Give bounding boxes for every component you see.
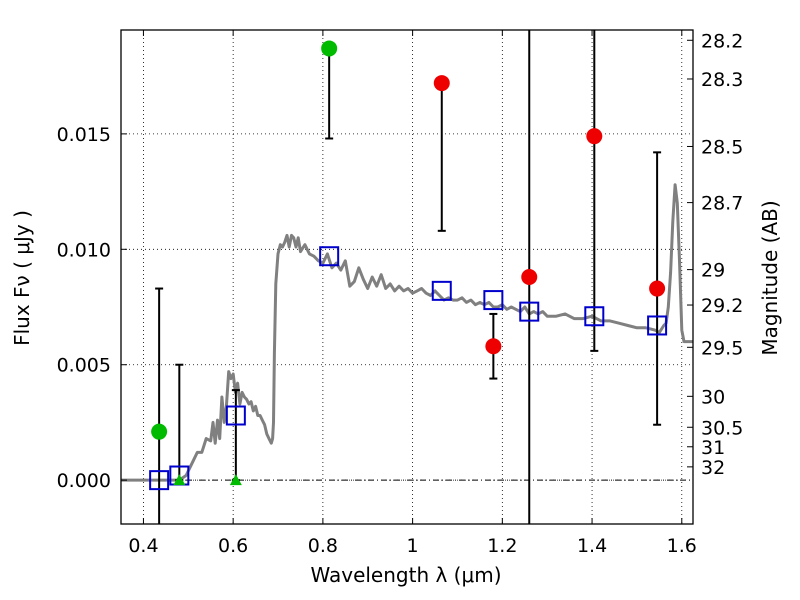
right-tick-label: 29: [701, 260, 725, 282]
x-tick-label: 0.4: [128, 535, 158, 557]
data-point: [586, 128, 603, 145]
right-tick-label: 30: [701, 386, 725, 408]
x-tick-label: 1.2: [487, 535, 517, 557]
model-band-square: [149, 470, 170, 491]
y-tick-label: 0.015: [57, 124, 111, 146]
right-tick-label: 28.2: [701, 30, 743, 52]
x-tick-label: 1: [407, 535, 419, 557]
y-tick-label: 0.010: [57, 239, 111, 261]
data-point: [521, 269, 538, 285]
y-tick-label: 0.005: [57, 355, 111, 377]
model-band-square: [519, 301, 540, 322]
x-tick-label: 1.6: [667, 535, 697, 557]
data-point: [151, 423, 168, 440]
right-axis-title: Magnitude (AB): [758, 200, 782, 355]
model-sed-line: [121, 183, 693, 482]
y-tick-label: 0.000: [57, 470, 111, 492]
error-bars: [155, 30, 662, 524]
data-point: [485, 338, 502, 355]
model-band-square: [483, 290, 504, 311]
model-band-square: [225, 405, 246, 426]
right-tick-label: 28.5: [701, 136, 743, 158]
right-tick-label: 28.3: [701, 69, 743, 91]
data-point: [649, 280, 666, 297]
upper-limit-marker: [173, 474, 186, 486]
grid: [121, 30, 693, 524]
plot-frame: [120, 29, 694, 525]
x-axis-title: Wavelength λ (μm): [310, 563, 501, 587]
x-tick-label: 0.8: [308, 535, 338, 557]
upper-limit-marker: [229, 474, 242, 486]
x-tick-label: 1.4: [577, 535, 607, 557]
right-tick-label: 29.2: [701, 295, 743, 317]
right-tick-label: 30.5: [701, 417, 743, 439]
model-band-square: [319, 246, 340, 267]
right-tick-label: 32: [701, 457, 725, 479]
data-point: [321, 40, 338, 57]
data-markers: [149, 40, 668, 491]
model-band-square: [584, 306, 605, 327]
model-band-square: [431, 280, 452, 301]
x-tick-label: 0.6: [218, 535, 248, 557]
y-axis-title: Flux Fν ( μJy ): [10, 210, 34, 346]
axis-ticks: 0.4 0.6 0.8 1 1.2 1.4 1.6 0.000 0.005 0.010 0.015 2…: [57, 30, 743, 557]
right-tick-label: 31: [701, 437, 725, 459]
data-point: [433, 75, 450, 92]
right-tick-label: 28.7: [701, 193, 743, 215]
right-tick-label: 29.5: [701, 337, 743, 359]
model-band-square: [647, 315, 668, 336]
